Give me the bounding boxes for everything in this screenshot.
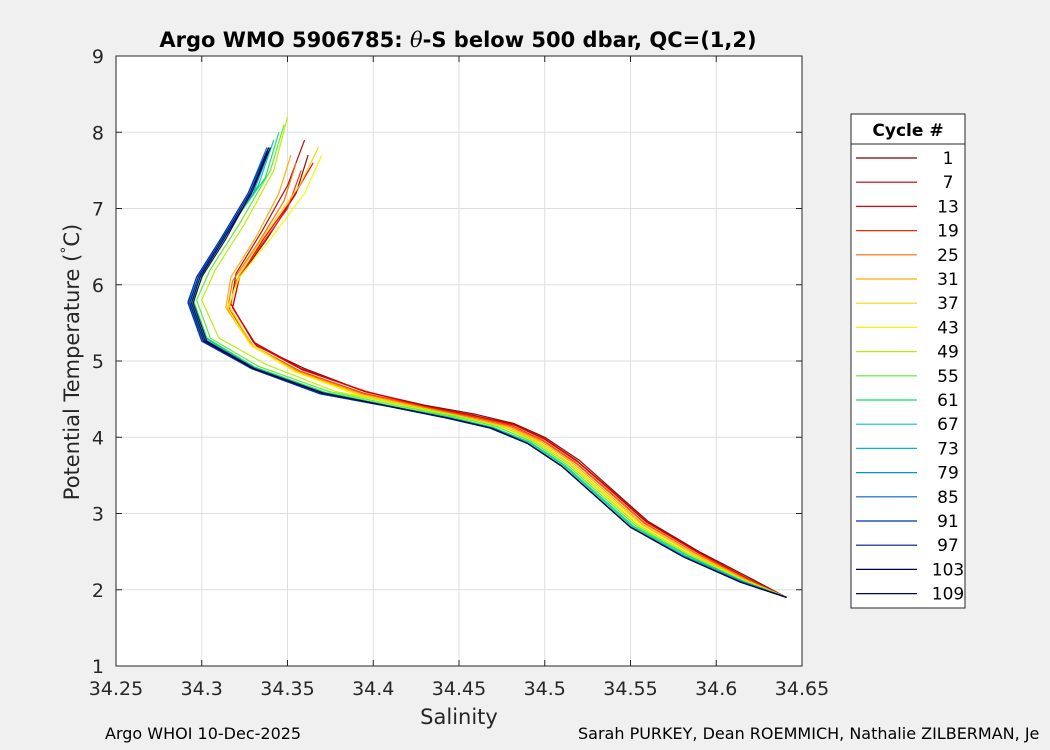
series-layer — [187, 116, 787, 598]
title-theta: θ — [410, 28, 423, 52]
legend: Cycle # 1 7 13 19 25 31 37 43 49 55 61 67 73 79 85 91 97… — [850, 113, 966, 609]
title-prefix: Argo WMO 5906785: — [159, 28, 410, 52]
footer-credit-left: Argo WHOI 10-Dec-2025 — [105, 724, 302, 743]
legend-label: 37 — [937, 294, 959, 314]
legend-label: 55 — [937, 367, 959, 387]
legend-label: 1 — [943, 149, 954, 169]
y-tick-label: 8 — [92, 122, 104, 144]
series-line-cycle-109 — [192, 147, 787, 598]
legend-label: 91 — [937, 512, 959, 532]
y-tick-label: 9 — [92, 46, 104, 68]
legend-label: 7 — [943, 173, 954, 193]
ylabel-degree: ° — [59, 247, 75, 254]
legend-label: 103 — [932, 560, 964, 580]
ylabel-prefix: Potential Temperature ( — [60, 254, 84, 501]
title-suffix: -S below 500 dbar, QC=(1,2) — [423, 28, 757, 52]
y-tick-label: 3 — [92, 504, 104, 526]
y-tick-label: 5 — [92, 351, 104, 373]
chart-title: Argo WMO 5906785: θ-S below 500 dbar, QC… — [159, 28, 756, 52]
y-tick-label: 1 — [92, 656, 104, 678]
series-line-cycle-25 — [226, 162, 787, 598]
y-tick-label: 6 — [92, 275, 104, 297]
legend-label: 43 — [937, 318, 959, 338]
legend-label: 49 — [937, 343, 959, 363]
y-tick-label: 2 — [92, 580, 104, 602]
ylabel-suffix: C) — [60, 224, 84, 247]
legend-label: 31 — [937, 270, 959, 290]
x-tick-label: 34.35 — [260, 678, 314, 700]
legend-label: 97 — [937, 536, 959, 556]
legend-label: 13 — [937, 197, 959, 217]
x-axis-label: Salinity — [420, 705, 498, 729]
legend-label: 79 — [937, 464, 959, 484]
legend-title: Cycle # — [872, 121, 943, 141]
legend-label: 85 — [937, 488, 959, 508]
x-tick-label: 34.5 — [524, 678, 566, 700]
legend-label: 25 — [937, 246, 959, 266]
x-tick-label: 34.55 — [603, 678, 657, 700]
series-line-cycle-49 — [201, 116, 787, 598]
x-tick-label: 34.45 — [432, 678, 486, 700]
x-tick-label: 34.3 — [181, 678, 223, 700]
x-tick-label: 34.4 — [352, 678, 394, 700]
series-line-cycle-55 — [196, 124, 787, 598]
legend-label: 67 — [937, 415, 959, 435]
legend-items: 1 7 13 19 25 31 37 43 49 55 61 67 73 79 85 91 97 103 109 — [856, 149, 964, 605]
y-tick-label: 7 — [92, 199, 104, 221]
legend-label: 73 — [937, 439, 959, 459]
axis-ticks: 34.25 34.3 34.35 34.4 34.45 34.5 34.55 34.6 34.6… — [89, 46, 829, 700]
legend-label: 109 — [932, 585, 964, 605]
legend-box — [850, 113, 966, 609]
legend-label: 19 — [937, 222, 959, 242]
x-tick-label: 34.65 — [775, 678, 829, 700]
legend-label: 61 — [937, 391, 959, 411]
y-tick-label: 4 — [92, 427, 104, 449]
x-tick-label: 34.6 — [695, 678, 737, 700]
x-tick-label: 34.25 — [89, 678, 143, 700]
footer-credit-right: Sarah PURKEY, Dean ROEMMICH, Nathalie ZI… — [578, 724, 1040, 743]
y-axis-label: Potential Temperature (°C) — [59, 224, 84, 500]
